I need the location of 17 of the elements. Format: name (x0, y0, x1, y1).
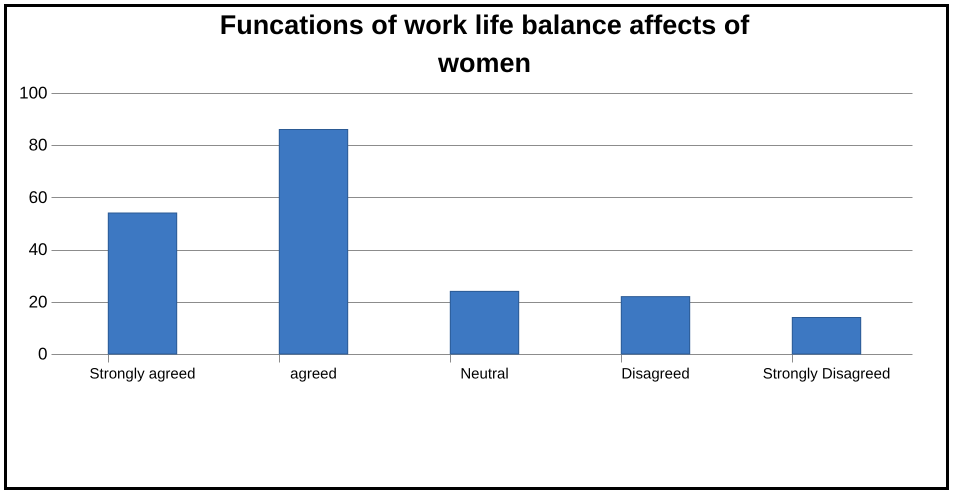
chart-title: Funcations of work life balance affects of women (220, 10, 750, 78)
y-tick-label: 0 (38, 344, 48, 364)
y-tick-label: 100 (19, 84, 48, 102)
x-tick-label: Strongly Disagreed (762, 366, 890, 382)
x-tick-label: Neutral (460, 366, 509, 382)
x-tick-label: Disagreed (621, 366, 690, 382)
y-tick-label: 20 (28, 292, 48, 312)
bar (620, 296, 690, 354)
bar (792, 316, 862, 354)
y-tick-label: 40 (28, 240, 48, 260)
x-tick-label: Strongly agreed (90, 366, 196, 382)
bar (278, 129, 348, 354)
y-tick-label: 80 (28, 136, 48, 155)
x-tick-label: agreed (290, 366, 337, 382)
bar (108, 212, 178, 354)
bar (450, 290, 520, 354)
y-tick-label: 60 (28, 188, 48, 207)
